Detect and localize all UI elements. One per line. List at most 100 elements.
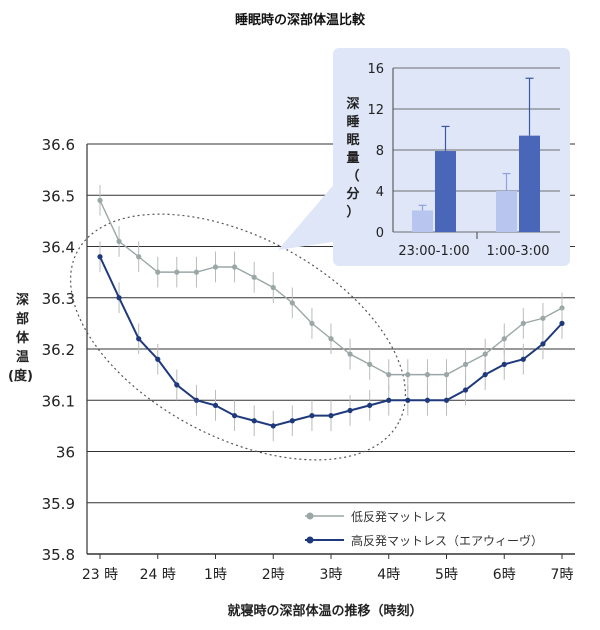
data-point bbox=[443, 372, 450, 378]
y-tick-label: 36.5 bbox=[42, 187, 75, 205]
data-point bbox=[309, 320, 315, 326]
data-point bbox=[540, 315, 546, 321]
chart-title: 睡眠時の深部体温比較 bbox=[234, 13, 365, 28]
data-point bbox=[367, 402, 373, 408]
data-point bbox=[155, 269, 161, 275]
data-point bbox=[289, 418, 295, 424]
inset-y-tick-label: 12 bbox=[367, 103, 384, 118]
data-point bbox=[462, 387, 469, 393]
x-tick-label: 4時 bbox=[377, 567, 400, 583]
data-point bbox=[347, 351, 353, 357]
y-axis-label-char: 部 bbox=[16, 311, 29, 327]
inset-y-tick-label: 16 bbox=[367, 62, 384, 77]
data-point bbox=[155, 356, 161, 362]
y-tick-label: 36 bbox=[56, 444, 75, 462]
x-tick-label: 5時 bbox=[435, 567, 458, 583]
data-point bbox=[231, 413, 238, 419]
x-tick-label: 7時 bbox=[551, 567, 574, 583]
inset-bar bbox=[435, 151, 456, 232]
inset-y-axis-label-char: 分 bbox=[346, 186, 359, 202]
inset-y-axis-label-char: 眠 bbox=[346, 133, 359, 148]
inset-y-axis-label-char: 睡 bbox=[346, 114, 359, 130]
data-point bbox=[270, 284, 276, 291]
data-point bbox=[501, 361, 507, 367]
legend-low-label: 低反発マットレス bbox=[351, 510, 447, 524]
inset-y-tick-label: 4 bbox=[376, 185, 384, 200]
data-point bbox=[424, 397, 431, 403]
data-point bbox=[174, 382, 180, 388]
data-point bbox=[328, 336, 334, 342]
data-point bbox=[482, 372, 488, 378]
y-tick-label: 36.2 bbox=[42, 341, 75, 359]
data-point bbox=[116, 238, 122, 244]
data-point bbox=[520, 320, 526, 326]
data-point bbox=[251, 274, 257, 280]
data-point bbox=[540, 341, 546, 347]
legend-high-label: 高反発マットレス（エアウィーヴ） bbox=[351, 533, 543, 548]
y-axis-label-char: (度) bbox=[8, 368, 33, 384]
inset-y-axis-label-char: （ bbox=[346, 168, 359, 184]
y-axis-label-char: 体 bbox=[16, 330, 30, 346]
y-tick-label: 36.4 bbox=[42, 239, 75, 257]
y-axis-label-char: 深 bbox=[16, 292, 29, 308]
x-axis-label: 就寝時の深部体温の推移（時刻） bbox=[227, 603, 422, 619]
inset-y-axis-label-char: ） bbox=[346, 204, 359, 220]
data-point bbox=[367, 361, 373, 367]
data-point bbox=[424, 372, 431, 378]
data-point bbox=[386, 372, 392, 378]
y-axis-label-char: 温 bbox=[16, 350, 29, 365]
data-point bbox=[462, 361, 469, 367]
x-tick-label: 1時 bbox=[204, 567, 227, 583]
data-point bbox=[347, 407, 353, 414]
highlight-ellipse bbox=[69, 213, 407, 461]
x-tick-label: 2時 bbox=[262, 567, 285, 583]
inset-x-tick-label: 23:00-1:00 bbox=[398, 244, 469, 259]
data-point bbox=[405, 372, 411, 378]
data-point bbox=[289, 300, 295, 306]
data-point bbox=[212, 264, 219, 270]
inset-y-tick-label: 8 bbox=[376, 144, 384, 159]
data-point bbox=[443, 397, 450, 403]
data-point bbox=[212, 402, 219, 408]
data-point bbox=[193, 269, 200, 275]
y-tick-label: 35.9 bbox=[42, 495, 75, 513]
data-point bbox=[97, 197, 103, 203]
y-tick-label: 36.3 bbox=[42, 290, 75, 308]
data-point bbox=[386, 397, 392, 403]
y-tick-label: 36.6 bbox=[42, 136, 75, 154]
inset-bar bbox=[519, 135, 540, 232]
data-point bbox=[136, 254, 142, 260]
legend-low-marker bbox=[306, 512, 314, 520]
data-point bbox=[231, 264, 238, 270]
inset-x-tick-label: 1:00-3:00 bbox=[486, 244, 549, 259]
data-point bbox=[174, 269, 180, 275]
x-tick-label: 24 時 bbox=[140, 567, 176, 583]
data-point bbox=[116, 295, 122, 301]
data-point bbox=[309, 413, 315, 419]
y-axis-label: 深部体温 (度) bbox=[8, 292, 33, 384]
legend: 低反発マットレス 高反発マットレス（エアウィーヴ） bbox=[305, 510, 543, 548]
data-point bbox=[328, 413, 334, 419]
data-point bbox=[251, 418, 257, 424]
data-point bbox=[136, 336, 142, 342]
y-tick-label: 35.8 bbox=[42, 546, 75, 564]
data-point bbox=[97, 254, 103, 260]
x-tick-label: 6時 bbox=[493, 567, 516, 583]
inset-bar bbox=[412, 210, 433, 232]
data-point bbox=[193, 397, 200, 403]
data-point bbox=[482, 351, 488, 357]
inset-y-axis-label: 深睡眠量 （ 分 ） bbox=[346, 96, 359, 220]
inset-y-axis-label-char: 深 bbox=[346, 96, 359, 112]
data-point bbox=[520, 356, 526, 362]
data-point bbox=[405, 397, 411, 403]
legend-high-marker bbox=[306, 536, 314, 544]
y-tick-label: 36.1 bbox=[42, 392, 75, 410]
data-point bbox=[270, 423, 276, 429]
inset-y-axis-label-char: 量 bbox=[346, 151, 359, 166]
inset-bar bbox=[496, 191, 517, 232]
x-tick-label: 23 時 bbox=[82, 567, 118, 583]
data-point bbox=[501, 336, 507, 342]
data-point bbox=[559, 320, 565, 326]
inset-y-tick-label: 0 bbox=[376, 226, 384, 241]
